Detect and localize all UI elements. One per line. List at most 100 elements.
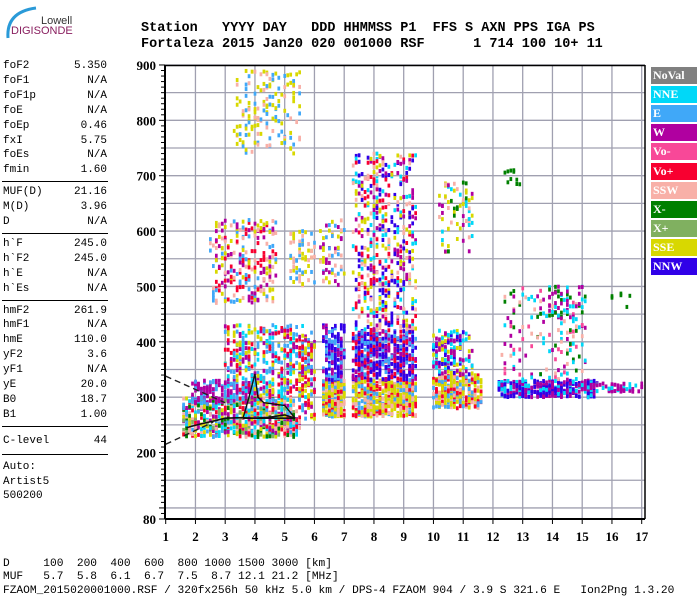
data-point (235, 329, 239, 334)
data-point (289, 116, 293, 121)
data-point (363, 379, 367, 384)
data-point (301, 256, 304, 261)
data-point (363, 400, 367, 405)
data-point (268, 76, 272, 81)
data-point (342, 388, 346, 393)
data-point (414, 279, 417, 284)
param-value: 1.00 (80, 408, 107, 421)
data-point (241, 381, 245, 386)
data-point (363, 372, 367, 377)
data-point (185, 434, 188, 439)
data-point (333, 326, 337, 331)
data-point (241, 400, 245, 405)
data-point (238, 402, 242, 407)
data-point (223, 398, 227, 403)
data-point (354, 377, 358, 382)
separator (2, 453, 108, 455)
data-point (283, 433, 287, 438)
data-point (298, 243, 301, 248)
data-point (384, 246, 388, 251)
data-point (414, 314, 417, 319)
data-point (444, 194, 447, 199)
data-point (387, 283, 391, 288)
data-point (592, 378, 596, 383)
data-point (372, 230, 376, 235)
data-point (360, 306, 364, 311)
data-point (473, 388, 477, 393)
data-point (265, 360, 269, 365)
data-point (381, 307, 385, 312)
data-point (577, 381, 581, 386)
data-point (360, 219, 364, 224)
data-point (223, 393, 227, 398)
data-point (452, 393, 456, 398)
data-point (464, 188, 468, 193)
data-point (235, 227, 239, 232)
data-point (197, 425, 200, 430)
data-point (262, 402, 266, 407)
data-point (283, 108, 287, 113)
data-point (256, 373, 260, 378)
data-point (366, 410, 370, 415)
data-point (301, 282, 304, 287)
data-point (366, 313, 370, 318)
data-point (253, 69, 257, 74)
data-point (238, 268, 242, 273)
data-point (286, 73, 290, 78)
data-point (405, 310, 409, 315)
data-point (274, 91, 278, 96)
data-point (577, 383, 581, 388)
data-point (256, 116, 260, 121)
data-point (325, 260, 328, 265)
data-point (333, 334, 337, 339)
data-point (238, 361, 242, 366)
data-point (241, 376, 245, 381)
data-point (295, 424, 298, 429)
data-point (223, 239, 227, 244)
data-point (384, 281, 388, 286)
data-point (399, 355, 403, 360)
data-point (393, 342, 397, 347)
data-point (235, 342, 239, 347)
data-point (393, 247, 397, 252)
data-point (408, 387, 412, 392)
data-point (402, 408, 406, 413)
data-point (232, 395, 236, 400)
data-point (405, 175, 409, 180)
data-point (360, 261, 364, 266)
data-point (592, 391, 596, 396)
data-point (405, 392, 409, 397)
data-point (333, 414, 337, 419)
data-point (232, 357, 236, 362)
data-point (268, 388, 272, 393)
data-point (235, 402, 239, 407)
data-point (295, 258, 298, 263)
param-value: N/A (87, 89, 107, 102)
data-point (470, 191, 474, 196)
data-point (402, 176, 406, 181)
data-point (253, 419, 257, 424)
data-point (375, 354, 379, 359)
data-point (357, 401, 361, 406)
data-point (259, 378, 263, 383)
data-point (414, 376, 417, 381)
data-point (452, 181, 456, 186)
data-point (470, 348, 474, 353)
data-point (256, 241, 260, 246)
data-point (244, 264, 248, 269)
data-point (447, 398, 450, 403)
data-point (298, 337, 301, 342)
data-point (304, 383, 307, 388)
data-point (569, 381, 572, 386)
data-point (256, 380, 260, 385)
data-point (372, 265, 376, 270)
data-point (286, 353, 290, 358)
data-point (455, 368, 459, 373)
data-point (390, 320, 394, 325)
data-point (554, 393, 557, 398)
data-point (360, 389, 364, 394)
data-point (399, 259, 403, 264)
data-point (322, 270, 325, 275)
data-point (509, 394, 513, 399)
data-point (402, 336, 406, 341)
